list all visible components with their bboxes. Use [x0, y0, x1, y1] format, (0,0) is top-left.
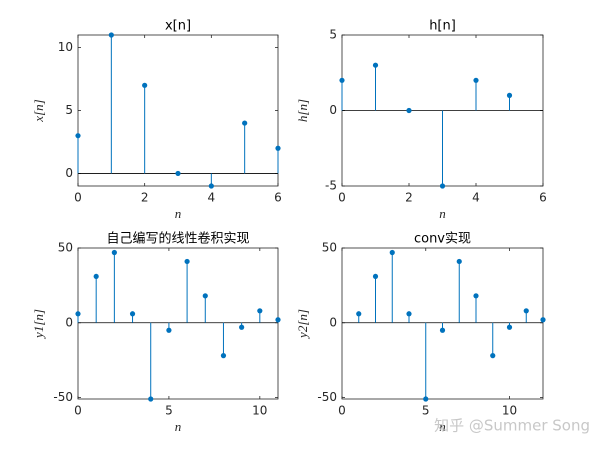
- y-tick-label: 50: [58, 241, 73, 255]
- x-tick-label: 2: [405, 191, 413, 205]
- stem-marker: [184, 258, 190, 265]
- stem-marker: [490, 353, 496, 359]
- axes-box: [77, 34, 279, 187]
- y-tick-label: 0: [329, 315, 337, 329]
- stem-marker: [108, 32, 114, 38]
- x-tick-label: 6: [274, 191, 282, 205]
- watermark: 知乎 @Summer Song: [434, 417, 590, 435]
- x-tick-label: 5: [422, 404, 430, 418]
- stem-marker: [406, 107, 412, 114]
- stem-marker: [257, 308, 263, 314]
- y-axis-label: h[n]: [295, 99, 310, 122]
- stem-marker: [242, 120, 248, 126]
- x-axis-label: n: [175, 419, 182, 434]
- stem-marker: [372, 62, 379, 68]
- x-tick-label: 10: [502, 404, 517, 418]
- stem-marker: [372, 273, 379, 280]
- stem-marker: [456, 258, 462, 265]
- x-tick-label: 0: [74, 191, 82, 205]
- stem-marker: [523, 308, 529, 314]
- y-tick-label: 10: [58, 40, 73, 54]
- stem-marker: [208, 183, 214, 189]
- subplot-title: conv实现: [414, 232, 471, 247]
- stem-marker: [473, 77, 479, 83]
- stem-marker: [339, 77, 345, 83]
- x-tick-label: 5: [165, 404, 173, 418]
- x-tick-label: 2: [141, 191, 149, 205]
- stem-marker: [93, 273, 99, 280]
- y-tick-label: 5: [65, 103, 73, 117]
- x-axis-label: n: [175, 206, 182, 221]
- y-tick-label: -5: [325, 179, 337, 193]
- stem-marker: [275, 145, 281, 151]
- x-tick-label: 4: [208, 191, 216, 205]
- stem-marker: [406, 311, 412, 317]
- x-tick-label: 10: [252, 404, 267, 418]
- y-tick-label: -50: [53, 390, 73, 404]
- subplot-title: 自己编写的线性卷积实现: [106, 231, 249, 247]
- y-tick-label: 0: [65, 315, 73, 329]
- x-tick-label: 6: [539, 191, 547, 205]
- y-tick-label: 0: [329, 103, 337, 117]
- stem-marker: [540, 317, 546, 323]
- x-axis-label: n: [439, 419, 446, 434]
- axes-box: [77, 247, 279, 400]
- stem-marker: [439, 327, 446, 333]
- stem-marker: [439, 183, 446, 189]
- stem-marker: [148, 396, 154, 402]
- stem-marker: [275, 317, 281, 323]
- stem-marker: [142, 82, 148, 88]
- x-tick-label: 0: [338, 191, 346, 205]
- stem-marker: [356, 311, 362, 317]
- x-tick-label: 0: [338, 404, 346, 418]
- y-tick-label: 0: [65, 166, 73, 180]
- stem-marker: [506, 324, 513, 330]
- subplot-title: x[n]: [165, 19, 191, 34]
- stem-marker: [239, 324, 245, 330]
- x-tick-label: 0: [74, 404, 82, 418]
- x-axis-label: n: [439, 206, 446, 221]
- stem-marker: [175, 170, 181, 177]
- x-tick-label: 4: [472, 191, 480, 205]
- y-tick-label: 5: [329, 28, 337, 42]
- stem-marker: [473, 293, 479, 299]
- stem-marker: [111, 249, 117, 256]
- stem-marker: [423, 396, 429, 402]
- stem-marker: [166, 327, 172, 333]
- y-tick-label: 50: [322, 241, 337, 255]
- subplot: 0 2 4 6 0 5 10 x[n] n x[n]: [31, 19, 282, 221]
- y-axis-label: y2[n]: [295, 309, 310, 340]
- stem-marker: [75, 311, 81, 317]
- stem-marker: [389, 249, 395, 256]
- stem-marker: [506, 92, 513, 98]
- y-axis-label: x[n]: [31, 99, 46, 122]
- stem-marker: [202, 293, 208, 299]
- y-tick-label: -50: [317, 390, 337, 404]
- stem-marker: [75, 133, 81, 139]
- stem-marker: [220, 353, 227, 359]
- stem-marker: [129, 311, 136, 317]
- subplot-title: h[n]: [429, 19, 456, 34]
- y-axis-label: y1[n]: [31, 309, 46, 340]
